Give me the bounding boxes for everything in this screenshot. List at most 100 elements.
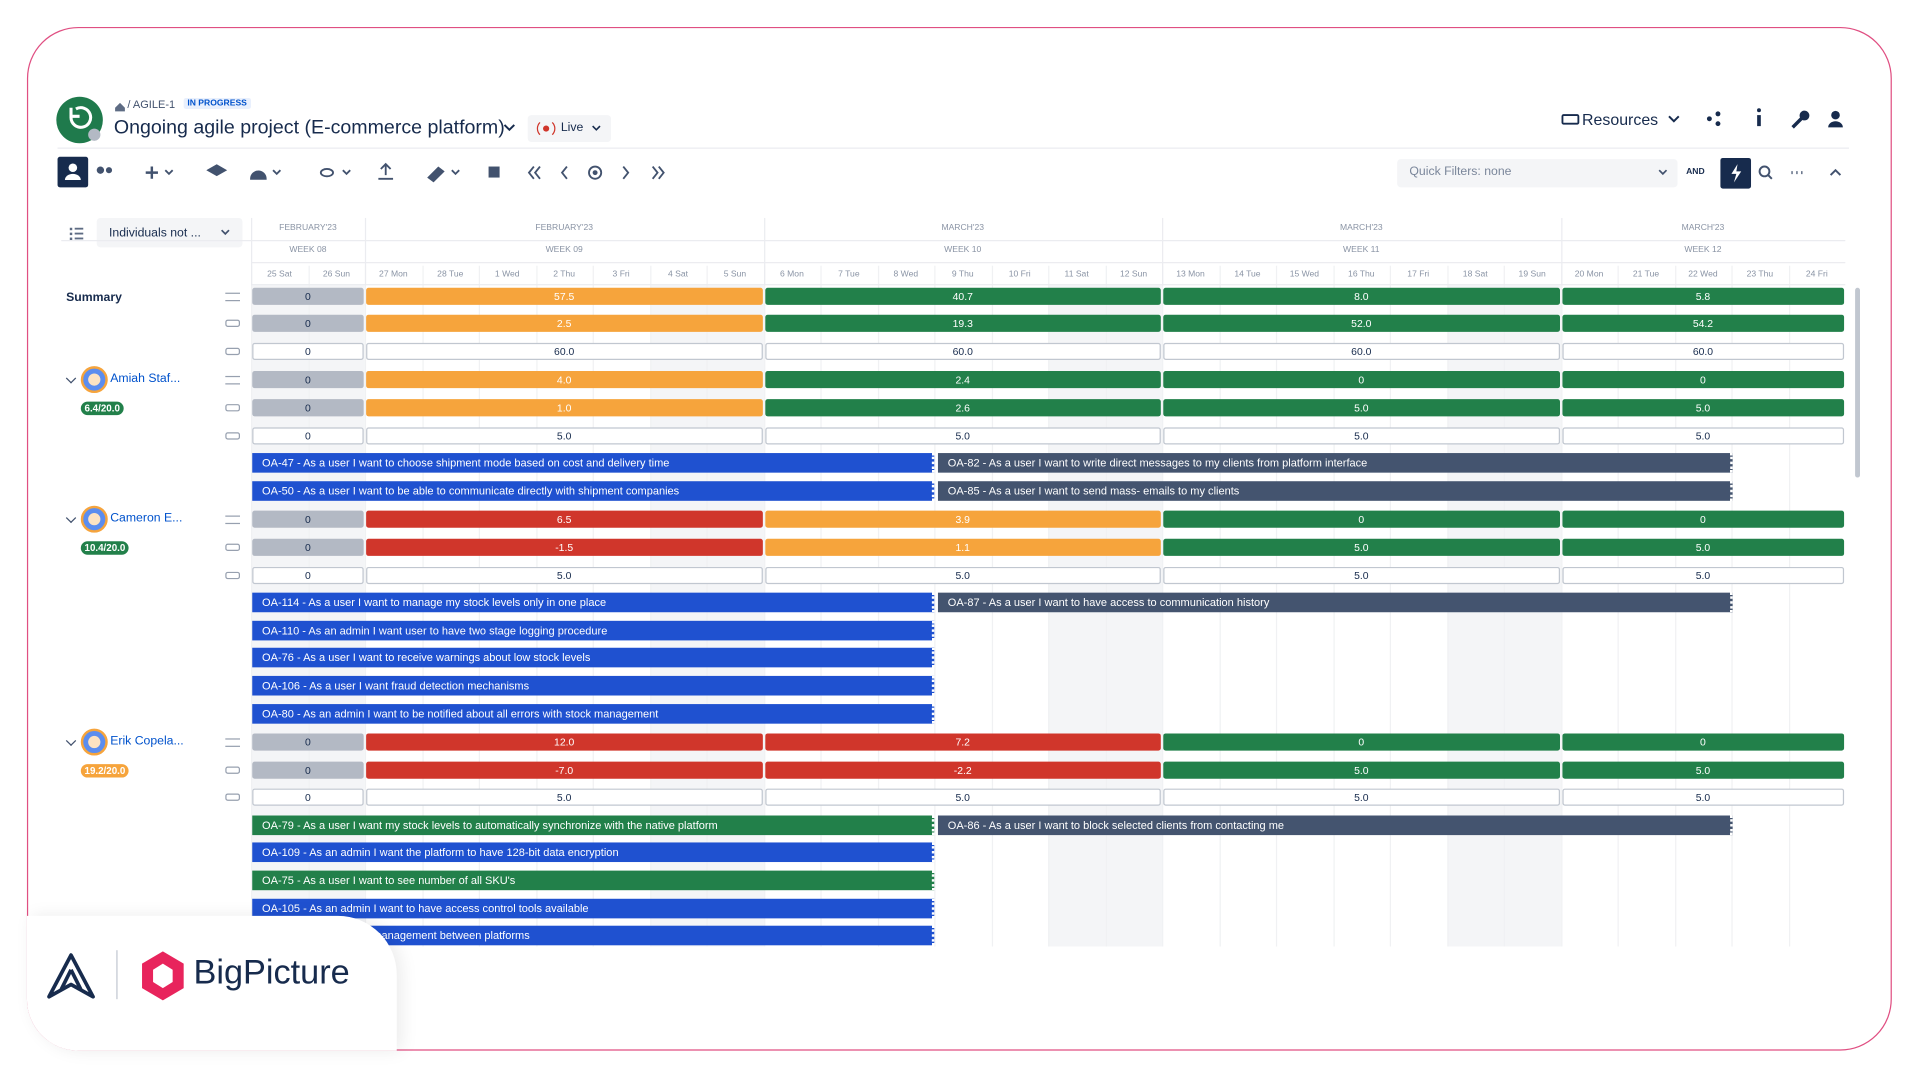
- capacity-cell: 0: [1561, 371, 1845, 389]
- quick-filters-chevron[interactable]: [1658, 169, 1668, 176]
- capacity-cell: 52.0: [1163, 315, 1560, 333]
- week-label: WEEK 11: [1343, 246, 1380, 255]
- capacity-cell: 5.0: [1561, 566, 1845, 584]
- task-bar[interactable]: OA-109 - As an admin I want the platform…: [252, 842, 935, 863]
- person-name[interactable]: Cameron E...: [110, 511, 183, 526]
- capacity-cell: 19.3: [764, 315, 1161, 333]
- toolbar-right-icons[interactable]: [1758, 165, 1842, 180]
- live-waves: [536, 122, 556, 136]
- live-label[interactable]: Live: [560, 121, 584, 135]
- capacity-cell: 0: [252, 287, 364, 305]
- person-name[interactable]: Erik Copela...: [110, 734, 184, 748]
- filter-list-icon[interactable]: [69, 227, 84, 240]
- weekend-shade: [649, 285, 707, 947]
- month-label: MARCH'23: [1681, 224, 1725, 233]
- task-bar[interactable]: OA-106 - As a user I want fraud detectio…: [252, 675, 935, 696]
- live-button[interactable]: [527, 115, 612, 143]
- person-name[interactable]: Amiah Staf...: [110, 372, 181, 386]
- capacity-cell: 60.0: [366, 343, 763, 361]
- day-label: 4 Sat: [668, 270, 689, 280]
- day-grid-line: [934, 265, 936, 947]
- toolbar-icons[interactable]: [96, 162, 665, 183]
- task-bar[interactable]: OA-85 - As a user I want to send mass- e…: [937, 480, 1733, 501]
- star: [88, 128, 101, 141]
- filter-chevron[interactable]: [221, 229, 230, 236]
- resources-label[interactable]: Resources: [1582, 110, 1659, 129]
- row-icon: [225, 348, 240, 356]
- brand-panel: BigPicture: [26, 915, 397, 1051]
- capacity-cell: 0: [1163, 510, 1560, 528]
- month-label: MARCH'23: [1340, 224, 1383, 233]
- day-grid-line: [1788, 265, 1790, 947]
- task-bar[interactable]: OA-75 - As a user I want to see number o…: [252, 870, 935, 891]
- week-separator: [364, 217, 367, 286]
- capacity-cell: -7.0: [366, 761, 763, 779]
- filter-label[interactable]: Individuals not ...: [108, 226, 201, 240]
- live-chevron[interactable]: [592, 125, 601, 131]
- row-icon: [225, 765, 240, 774]
- title-chevron[interactable]: [503, 124, 515, 132]
- avatar-face: [88, 735, 101, 748]
- capacity-cell: 2.6: [764, 399, 1161, 417]
- capacity-cell: 2.5: [366, 315, 763, 333]
- task-bar[interactable]: OA-50 - As a user I want to be able to c…: [252, 480, 935, 501]
- weekend-shade: [706, 285, 764, 947]
- capacity-cell: 5.0: [366, 427, 763, 445]
- resources-icon: [1561, 114, 1580, 125]
- capacity-cell: 0: [252, 399, 364, 417]
- task-bar[interactable]: OA-87 - As a user I want to have access …: [937, 592, 1733, 613]
- quick-filters[interactable]: [1397, 159, 1678, 188]
- row-icon: [225, 793, 240, 802]
- capacity-cell: 0: [252, 732, 364, 751]
- workload-badge: 19.2/20.0: [80, 763, 130, 778]
- capacity-cell: 5.0: [764, 789, 1161, 807]
- task-bar[interactable]: OA-114 - As a user I want to manage my s…: [252, 592, 935, 613]
- capacity-cell: 0: [252, 427, 364, 445]
- home-icon[interactable]: [115, 102, 125, 112]
- workload-badge: 6.4/20.0: [80, 401, 124, 416]
- capacity-cell: 60.0: [764, 343, 1161, 361]
- capacity-cell: 0: [1561, 732, 1845, 751]
- project-logo-glyph: [69, 106, 93, 129]
- task-bar[interactable]: OA-110 - As an admin I want user to have…: [252, 620, 935, 641]
- row-icon: [225, 543, 240, 551]
- row-icon: [225, 571, 240, 579]
- capacity-cell: 0: [252, 538, 364, 556]
- weekend-shade: [1503, 285, 1561, 947]
- day-label: 1 Wed: [494, 270, 520, 280]
- project-title: Ongoing agile project (E-commerce platfo…: [113, 117, 505, 139]
- capacity-cell: 5.0: [764, 566, 1161, 584]
- quick-filters-label[interactable]: Quick Filters: none: [1409, 165, 1512, 179]
- resources-chevron[interactable]: [1668, 115, 1680, 123]
- week-separator: [1560, 217, 1562, 286]
- logo-divider: [116, 950, 118, 1000]
- status-badge[interactable]: IN PROGRESS: [183, 97, 251, 109]
- capacity-cell: 5.0: [1163, 399, 1560, 417]
- day-label: 20 Mon: [1574, 270, 1604, 280]
- and-label[interactable]: AND: [1686, 167, 1705, 177]
- capacity-cell: 5.0: [366, 789, 763, 807]
- day-label: 2 Thu: [553, 270, 576, 280]
- top-icons[interactable]: [1706, 108, 1843, 129]
- task-bar[interactable]: OA-47 - As a user I want to choose shipm…: [252, 453, 935, 473]
- week-label: WEEK 08: [289, 246, 327, 255]
- scrollbar[interactable]: [1855, 287, 1860, 478]
- capacity-cell: 5.0: [366, 566, 763, 584]
- task-bar[interactable]: OA-86 - As a user I want to block select…: [937, 815, 1733, 835]
- task-bar[interactable]: OA-79 - As a user I want my stock levels…: [252, 815, 935, 835]
- capacity-cell: 5.0: [1163, 566, 1560, 584]
- task-bar[interactable]: OA-105 - As an admin I want to have acce…: [252, 898, 935, 918]
- avatar-face: [88, 512, 101, 526]
- capacity-cell: 0: [252, 371, 364, 389]
- task-bar[interactable]: OA-80 - As an admin I want to be notifie…: [252, 703, 935, 724]
- task-bar[interactable]: OA-82 - As a user I want to write direct…: [937, 453, 1733, 473]
- day-label: 27 Mon: [379, 270, 408, 280]
- day-label: 22 Wed: [1688, 270, 1718, 280]
- capacity-cell: 5.0: [1561, 789, 1845, 807]
- day-label: 11 Sat: [1064, 270, 1089, 280]
- week-separator: [1162, 217, 1164, 286]
- task-bar[interactable]: OA-76 - As a user I want to receive warn…: [252, 648, 935, 668]
- breadcrumb[interactable]: / AGILE-1: [127, 97, 176, 111]
- capacity-cell: 7.2: [764, 732, 1161, 751]
